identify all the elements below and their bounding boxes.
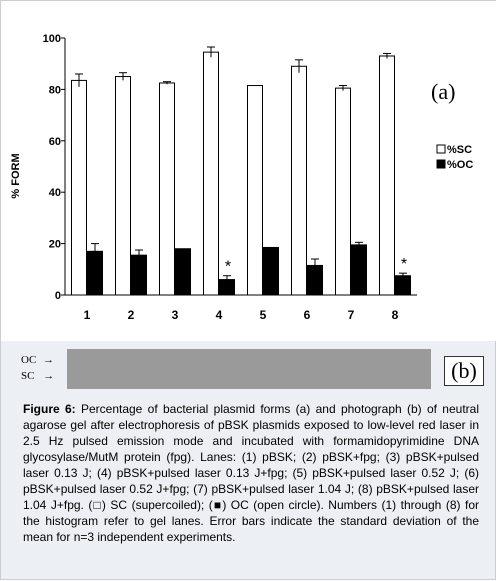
- gel-photograph: [67, 349, 431, 389]
- panel-b-label: (b): [444, 356, 484, 386]
- x-tick-label: 2: [128, 308, 135, 322]
- x-tick-label: 8: [392, 308, 399, 322]
- bar-oc-lane-2: [131, 254, 147, 296]
- legend: %SC %OC: [436, 144, 473, 171]
- gel-panel: OC → SC → (b): [1, 341, 497, 399]
- significance-asterisk: *: [225, 259, 231, 276]
- arrow-right-icon: →: [43, 354, 55, 366]
- y-tick-label: 0: [55, 290, 61, 302]
- x-tick-label: 3: [172, 308, 179, 322]
- bar-sc-lane-5: [247, 85, 263, 296]
- bar-sc-lane-6: [291, 65, 307, 296]
- y-tick-label: 80: [49, 84, 61, 96]
- bar-sc-lane-4: [203, 51, 219, 296]
- significance-asterisk: *: [401, 256, 407, 273]
- caption-text: Percentage of bacterial plasmid forms (a…: [23, 402, 479, 544]
- bar-sc-lane-2: [115, 76, 131, 296]
- bar-sc-lane-1: [71, 79, 87, 296]
- y-axis-label: % FORM: [10, 153, 22, 198]
- arrow-right-icon: →: [43, 370, 55, 382]
- figure-caption: Figure 6: Percentage of bacterial plasmi…: [23, 401, 479, 545]
- gel-marker-sc: SC →: [21, 370, 54, 382]
- y-tick-label: 20: [49, 239, 61, 251]
- legend-swatch-oc: [436, 159, 446, 169]
- bar-oc-lane-5: [263, 246, 279, 296]
- caption-label: Figure 6:: [23, 402, 76, 416]
- panel-a-label: (a): [431, 79, 455, 104]
- x-tick-label: 7: [348, 308, 355, 322]
- gel-marker-oc-label: OC: [21, 354, 37, 366]
- y-tick-label: 40: [49, 187, 61, 199]
- bar-oc-lane-3: [175, 248, 191, 296]
- x-tick-label: 4: [216, 308, 223, 322]
- gel-marker-oc: OC →: [21, 354, 54, 366]
- y-tick-label: 60: [49, 136, 61, 148]
- bar-oc-lane-7: [351, 244, 367, 296]
- x-tick-label: 5: [260, 308, 267, 322]
- bar-sc-lane-8: [379, 55, 395, 296]
- legend-label-sc: %SC: [447, 144, 472, 156]
- bar-sc-lane-3: [159, 82, 175, 296]
- bar-chart: * * 0 20 40 60 80 100 1 2 3 4 5 6 7 8 % FORM (a) %SC %O…: [1, 1, 497, 341]
- y-tick-label: 100: [43, 33, 61, 45]
- gel-marker-sc-label: SC: [21, 370, 35, 382]
- legend-label-oc: %OC: [447, 159, 473, 171]
- bar-sc-lane-7: [335, 87, 351, 296]
- legend-swatch-sc: [436, 144, 446, 154]
- x-tick-label: 6: [304, 308, 311, 322]
- x-tick-label: 1: [84, 308, 91, 322]
